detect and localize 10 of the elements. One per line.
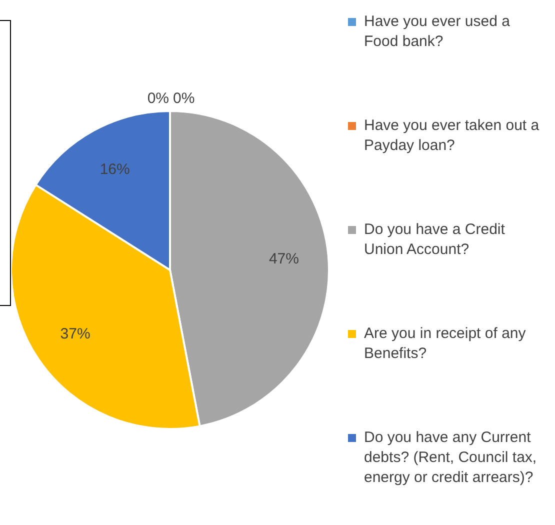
legend-label: Are you in receipt of any Benefits? — [364, 324, 527, 364]
data-label: 47% — [268, 250, 299, 268]
data-label: 37% — [60, 325, 90, 342]
legend-label: Do you have a Credit Union Account? — [364, 220, 506, 260]
legend-label: Do you have any Current debts? (Rent, Council tax, energy or credit arrears)? — [364, 428, 538, 488]
legend-label: Have you ever used a Food bank? — [364, 12, 511, 52]
text: 0% — [147, 90, 169, 108]
data-label: 16% — [100, 160, 130, 178]
text: 0% — [173, 90, 195, 108]
legend-label: Have you ever taken out a Payday loan? — [364, 116, 540, 156]
